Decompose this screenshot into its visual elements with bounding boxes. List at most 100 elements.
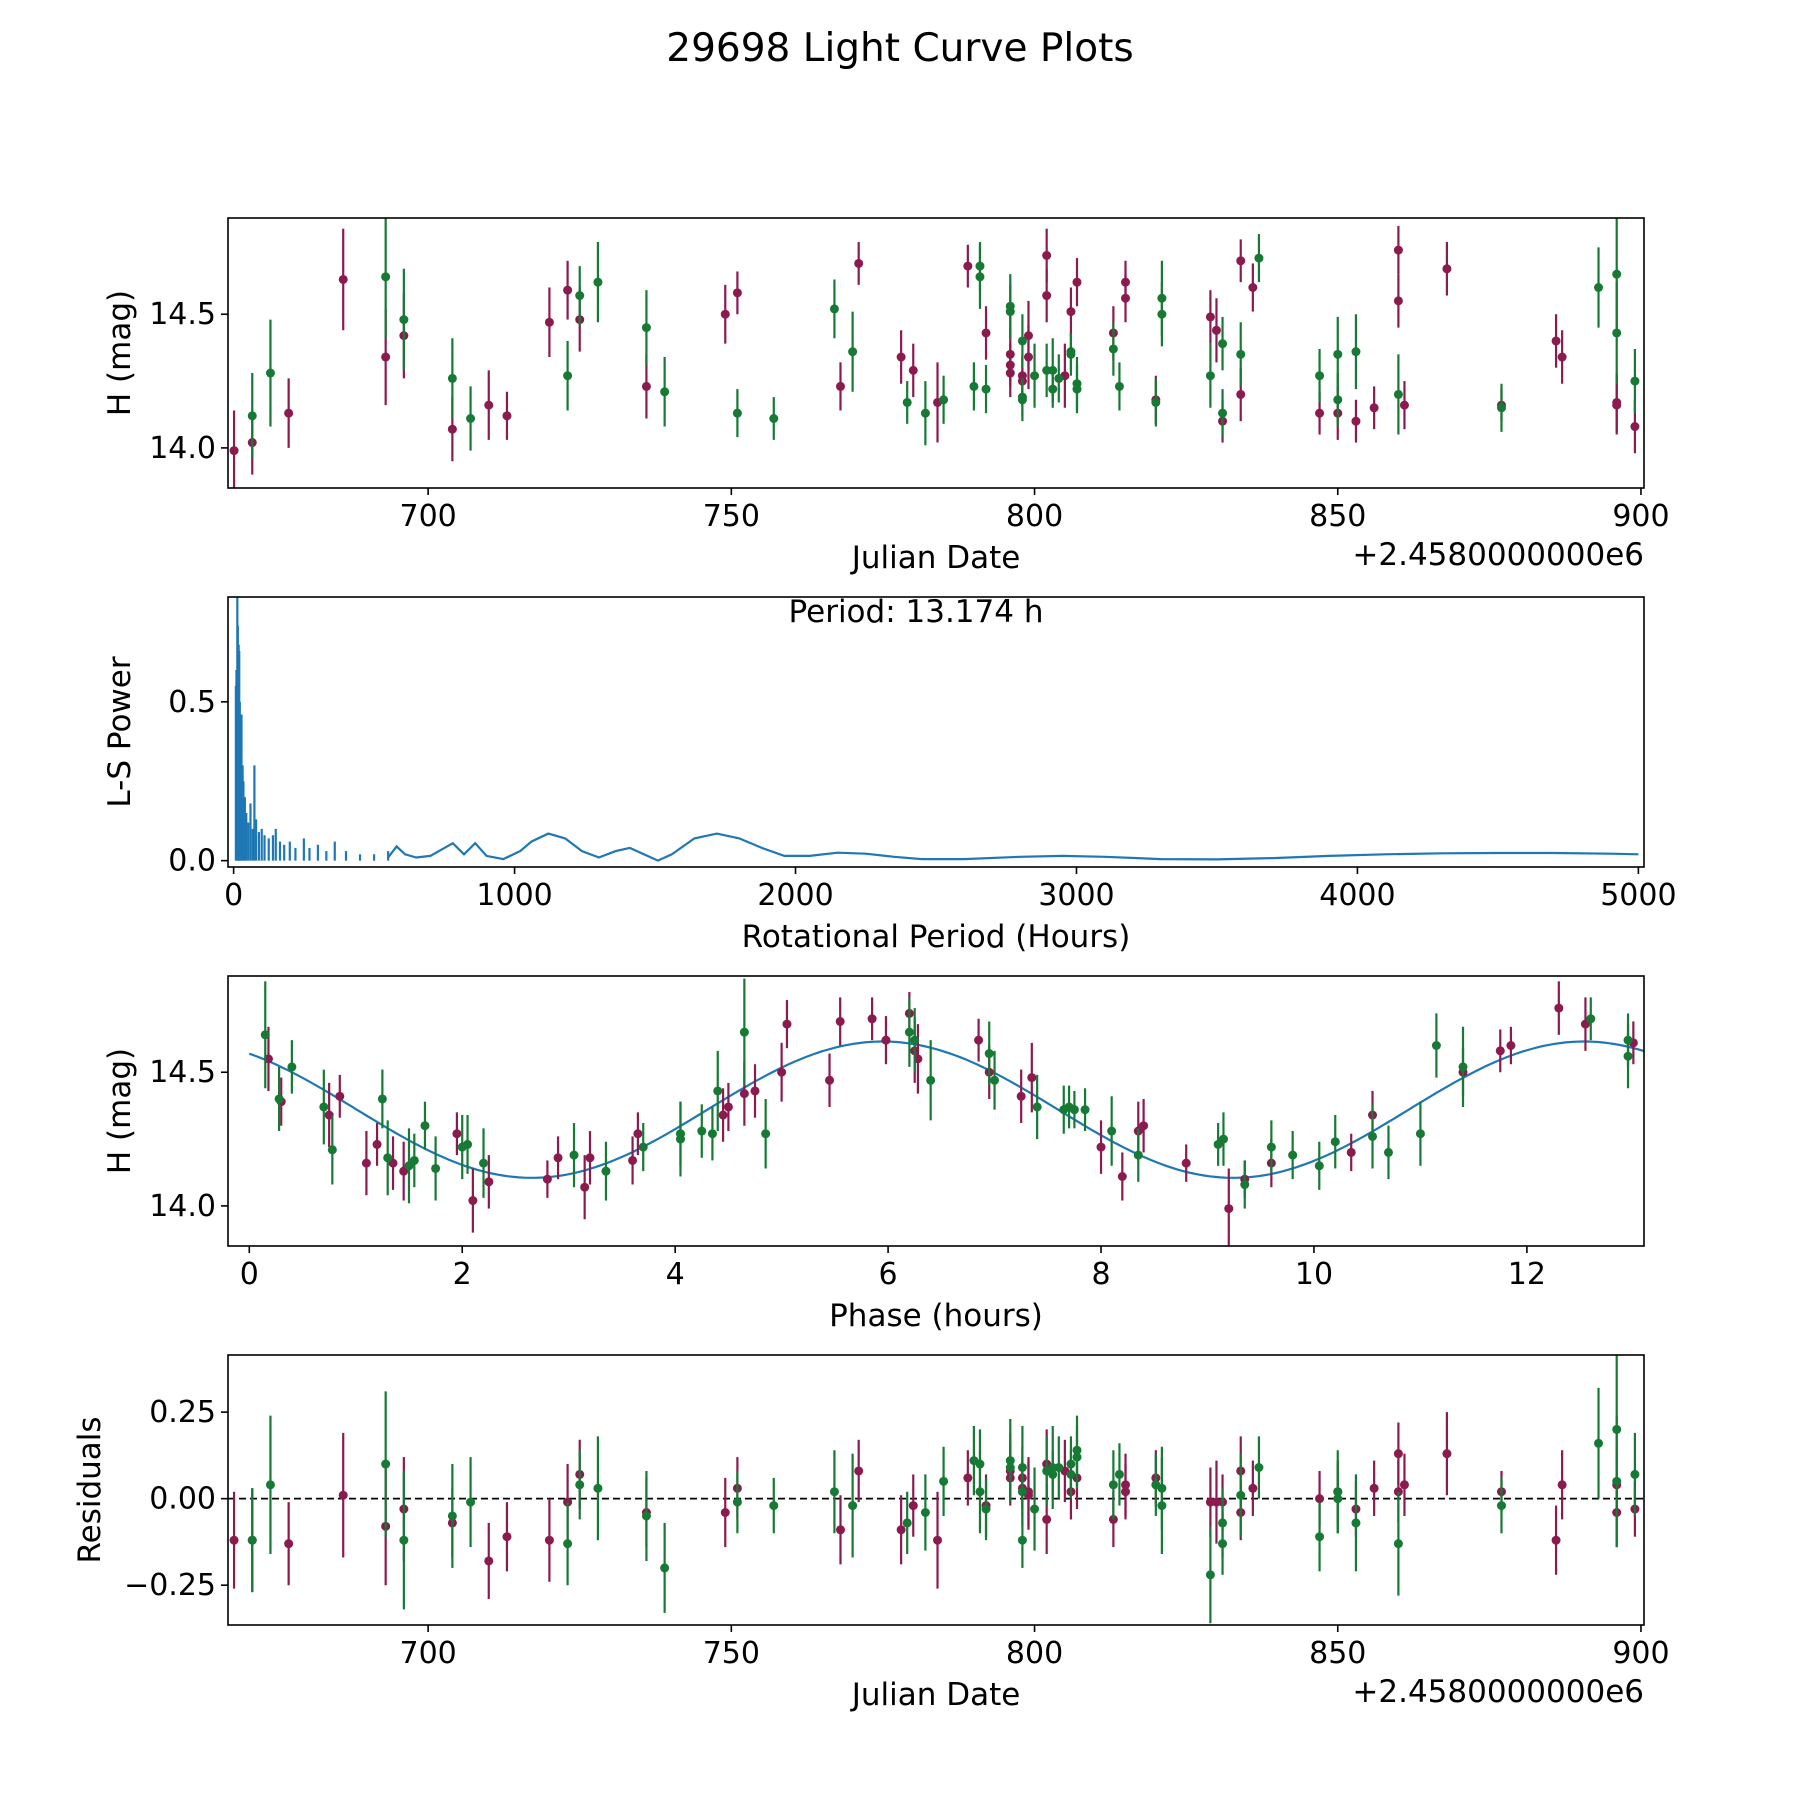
data-point — [484, 400, 494, 410]
data-point — [284, 408, 294, 418]
data-point — [247, 1535, 257, 1545]
data-point — [1032, 1102, 1042, 1112]
data-point — [720, 1508, 730, 1517]
data-point — [1594, 283, 1604, 293]
data-point — [1016, 1091, 1026, 1101]
data-point — [854, 1466, 864, 1476]
data-point — [1330, 1137, 1340, 1147]
figure-title: 29698 Light Curve Plots — [666, 26, 1134, 71]
data-point — [769, 1501, 779, 1511]
x-tick-label: 2000 — [757, 878, 833, 913]
data-point — [1133, 1150, 1143, 1160]
data-point — [1612, 328, 1622, 338]
data-point — [1107, 1126, 1117, 1136]
data-point — [1121, 277, 1131, 287]
data-point — [1594, 1438, 1604, 1448]
data-point — [1236, 256, 1246, 266]
fit-curve — [248, 1040, 1644, 1179]
data-point — [1630, 376, 1640, 386]
data-point — [739, 1089, 749, 1099]
data-point — [381, 352, 391, 362]
data-point — [338, 1490, 348, 1500]
y-tick-label: 14.5 — [149, 297, 216, 332]
data-point — [327, 1145, 337, 1155]
data-point — [468, 1196, 478, 1206]
data-point — [825, 1075, 835, 1085]
data-point — [660, 1563, 670, 1573]
axes-frame — [227, 1354, 1645, 1626]
data-point — [902, 397, 912, 407]
data-point — [707, 1129, 717, 1139]
y-tick-label: −0.25 — [124, 1568, 216, 1603]
data-point — [1080, 1105, 1090, 1115]
data-point — [1351, 416, 1361, 426]
data-point — [718, 1110, 728, 1120]
data-point — [1393, 1539, 1403, 1549]
data-point — [338, 274, 348, 284]
data-point — [399, 1535, 409, 1545]
data-point — [287, 1062, 297, 1072]
series-green — [247, 218, 1640, 459]
data-point — [575, 1480, 585, 1490]
data-point — [881, 1035, 891, 1045]
data-point — [466, 1497, 476, 1507]
data-point — [466, 413, 476, 423]
data-point — [1027, 1073, 1037, 1083]
data-point — [660, 387, 670, 397]
data-point — [1315, 371, 1325, 381]
data-point — [1399, 1480, 1409, 1490]
data-point — [1551, 1535, 1561, 1545]
data-point — [229, 1535, 239, 1545]
data-point — [761, 1129, 771, 1139]
data-point — [697, 1126, 707, 1136]
data-point — [750, 1086, 760, 1096]
data-point — [502, 1532, 512, 1542]
data-point — [1236, 349, 1246, 359]
data-point — [1586, 1014, 1596, 1024]
x-tick-label: 1000 — [476, 878, 552, 913]
data-point — [585, 1153, 595, 1163]
data-point — [1157, 1501, 1167, 1511]
data-point — [1557, 352, 1567, 362]
data-point — [463, 1139, 473, 1149]
data-point — [1181, 1158, 1191, 1168]
x-axis-label: Phase (hours) — [829, 1298, 1043, 1334]
periodogram-series — [234, 597, 1639, 862]
data-point — [1072, 379, 1082, 389]
x-tick-label: 0 — [240, 1257, 259, 1292]
y-tick-label: 0.5 — [168, 685, 216, 720]
series-green — [260, 978, 1633, 1209]
data-point — [1017, 336, 1027, 346]
data-point — [502, 411, 512, 421]
x-axis-label: Julian Date — [850, 1677, 1021, 1713]
y-axis-label: Residuals — [72, 1416, 108, 1563]
x-tick-label: 6 — [879, 1257, 898, 1292]
x-tick-label: 800 — [1006, 1636, 1063, 1671]
data-point — [1368, 1131, 1378, 1141]
data-point — [1054, 1463, 1064, 1472]
data-point — [896, 352, 906, 362]
x-tick-label: 12 — [1508, 1257, 1546, 1292]
data-point — [542, 1174, 552, 1184]
data-point — [1121, 1487, 1131, 1497]
data-point — [1314, 1161, 1324, 1171]
data-point — [1393, 245, 1403, 255]
y-tick-label: 14.0 — [149, 431, 216, 466]
data-point — [1288, 1150, 1298, 1160]
data-point — [981, 1504, 991, 1514]
data-point — [777, 1067, 787, 1077]
data-point — [675, 1129, 685, 1139]
data-point — [641, 381, 651, 391]
data-point — [274, 1094, 284, 1104]
data-point — [1557, 1480, 1567, 1490]
data-point — [1114, 381, 1124, 391]
x-tick-label: 900 — [1612, 1636, 1669, 1671]
data-point — [969, 381, 979, 391]
data-point — [739, 1027, 749, 1037]
data-point — [479, 1158, 489, 1168]
data-point — [939, 395, 949, 405]
data-point — [1005, 1463, 1015, 1472]
data-point — [782, 1019, 792, 1029]
data-point — [1369, 1483, 1379, 1493]
x-tick-label: 750 — [703, 499, 760, 534]
